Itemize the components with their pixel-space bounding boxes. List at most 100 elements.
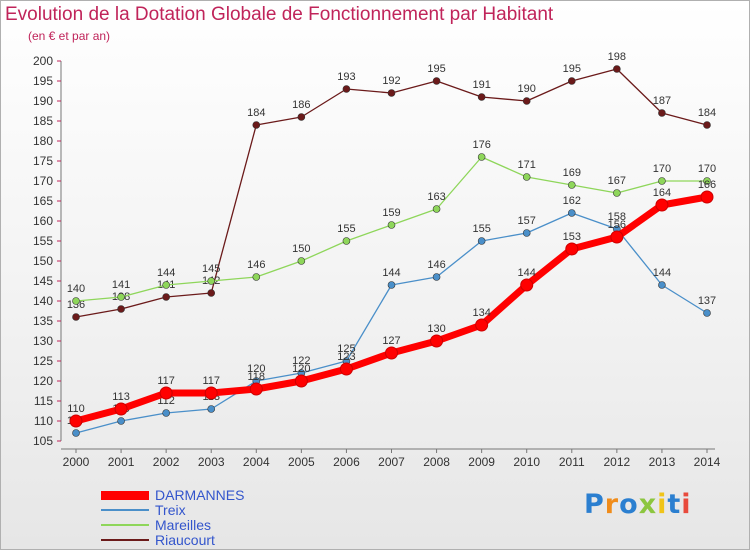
data-label-treix: 144 <box>382 267 400 279</box>
data-label-darmannes: 117 <box>202 375 220 387</box>
data-label-treix: 157 <box>518 215 536 227</box>
x-tick-label: 2004 <box>243 455 270 469</box>
data-label-darmannes: 120 <box>292 363 310 375</box>
y-tick-label: 150 <box>33 254 53 268</box>
data-point-treix <box>72 429 80 437</box>
data-point-riaucourt <box>703 121 711 129</box>
data-label-riaucourt: 186 <box>292 99 310 111</box>
data-label-riaucourt: 193 <box>337 71 355 83</box>
data-label-riaucourt: 136 <box>67 299 85 311</box>
proxiti-logo: Proxiti <box>584 489 692 520</box>
data-point-mareilles <box>567 181 576 189</box>
data-point-riaucourt <box>207 289 216 297</box>
data-label-darmannes: 153 <box>563 231 581 243</box>
data-label-mareilles: 145 <box>202 263 220 275</box>
data-label-treix: 155 <box>472 223 490 235</box>
data-label-darmannes: 123 <box>337 351 355 363</box>
x-tick-label: 2008 <box>423 455 450 469</box>
data-point-darmannes <box>294 374 308 388</box>
data-point-darmannes <box>339 362 353 376</box>
y-tick-label: 160 <box>33 214 53 228</box>
chart-title: Evolution de la Dotation Globale de Fonc… <box>5 4 554 25</box>
data-point-riaucourt <box>297 113 306 121</box>
data-point-mareilles <box>117 293 125 301</box>
data-label-darmannes: 130 <box>427 323 445 335</box>
data-point-darmannes <box>655 198 669 212</box>
data-point-riaucourt <box>342 85 351 93</box>
y-tick-label: 155 <box>33 234 53 248</box>
data-point-mareilles <box>658 177 666 185</box>
data-label-riaucourt: 192 <box>382 75 400 87</box>
x-tick-label: 2006 <box>333 455 360 469</box>
data-label-darmannes: 117 <box>157 375 175 387</box>
y-tick-label: 120 <box>33 374 53 388</box>
data-point-riaucourt <box>117 305 125 313</box>
x-tick-label: 2012 <box>604 455 631 469</box>
data-label-riaucourt: 187 <box>653 95 671 107</box>
data-point-mareilles <box>387 221 396 229</box>
data-label-mareilles: 159 <box>382 207 400 219</box>
data-label-darmannes: 164 <box>653 187 671 199</box>
data-point-mareilles <box>252 273 261 281</box>
legend-swatch-darmannes <box>101 490 149 500</box>
data-label-mareilles: 169 <box>563 167 581 179</box>
data-point-mareilles <box>207 277 216 285</box>
data-label-mareilles: 163 <box>427 191 445 203</box>
data-point-treix <box>658 281 666 289</box>
data-label-mareilles: 155 <box>337 223 355 235</box>
data-point-darmannes <box>204 386 218 400</box>
data-point-darmannes <box>159 386 173 400</box>
data-point-mareilles <box>72 297 80 305</box>
x-tick-label: 2005 <box>288 455 315 469</box>
y-tick-label: 115 <box>34 394 53 408</box>
legend-swatch-mareilles <box>101 524 149 526</box>
legend-item-riaucourt: Riaucourt <box>101 532 215 548</box>
data-label-treix: 120 <box>247 363 265 375</box>
data-label-mareilles: 170 <box>653 163 671 175</box>
data-label-darmannes: 144 <box>518 267 536 279</box>
data-label-treix: 137 <box>698 295 716 307</box>
y-tick-label: 105 <box>33 434 53 448</box>
x-tick-label: 2009 <box>468 455 495 469</box>
x-tick-label: 2013 <box>649 455 676 469</box>
x-tick-label: 2014 <box>694 455 721 469</box>
y-tick-label: 190 <box>33 94 53 108</box>
data-point-riaucourt <box>387 89 396 97</box>
x-tick-label: 2007 <box>378 455 405 469</box>
y-tick-label: 185 <box>33 114 53 128</box>
data-label-darmannes: 127 <box>382 335 400 347</box>
data-label-mareilles: 167 <box>608 175 626 187</box>
data-label-treix: 158 <box>608 211 626 223</box>
data-label-treix: 162 <box>563 195 581 207</box>
x-tick-label: 2002 <box>153 455 180 469</box>
data-point-darmannes <box>385 346 398 360</box>
y-tick-label: 195 <box>33 74 53 88</box>
data-point-treix <box>162 409 170 417</box>
data-point-treix <box>703 309 711 317</box>
legend-swatch-riaucourt <box>101 539 149 541</box>
y-tick-label: 200 <box>33 54 53 68</box>
series-mareilles: 140 141 144 145 146 150 155 159 163 176 171 169 167 1… <box>67 139 716 305</box>
data-label-darmannes: 166 <box>698 179 716 191</box>
data-point-darmannes <box>520 278 534 292</box>
data-label-treix: 125 <box>337 343 355 355</box>
legend-item-darmannes: DARMANNES <box>101 487 244 503</box>
x-tick-label: 2010 <box>513 455 540 469</box>
data-label-riaucourt: 191 <box>472 79 490 91</box>
data-label-riaucourt: 190 <box>518 83 536 95</box>
data-point-darmannes <box>565 242 579 256</box>
data-point-darmannes <box>114 402 128 416</box>
data-point-riaucourt <box>658 109 666 117</box>
data-label-riaucourt: 195 <box>427 63 445 75</box>
data-point-darmannes <box>249 382 263 396</box>
data-point-riaucourt <box>252 121 261 129</box>
data-label-mareilles: 150 <box>292 243 310 255</box>
data-label-darmannes: 110 <box>67 403 85 415</box>
data-point-darmannes <box>610 230 624 244</box>
legend-swatch-treix <box>101 509 149 511</box>
data-label-treix: 146 <box>427 259 445 271</box>
data-point-treix <box>522 229 531 237</box>
data-point-treix <box>387 281 396 289</box>
